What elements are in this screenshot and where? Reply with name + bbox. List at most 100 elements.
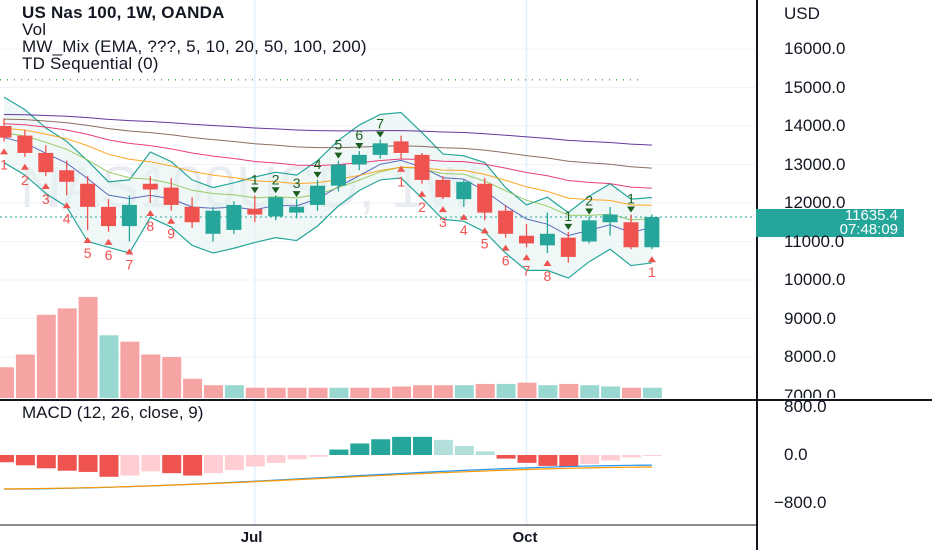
candle-body: [80, 183, 96, 207]
macd-histogram-bar: [538, 455, 558, 466]
ma-line-slow: [3, 113, 652, 146]
volume-bar: [642, 387, 662, 398]
macd-histogram-bar: [559, 455, 579, 467]
td-arrow: [647, 256, 656, 263]
macd-signal-line: [3, 466, 652, 490]
volume-indicator-label[interactable]: Vol: [22, 20, 47, 39]
candle-body: [414, 154, 430, 180]
td-arrow: [397, 165, 406, 172]
price-tick-label: 11000.0: [784, 231, 845, 251]
volume-bar: [622, 387, 641, 398]
macd-histogram-bar: [350, 443, 370, 455]
td-arrow: [62, 202, 71, 209]
volume-bar: [371, 387, 391, 398]
volume-bar: [15, 354, 35, 398]
chart-legend: US Nas 100, 1W, OANDA Vol MW_Mix (EMA, ?…: [22, 4, 367, 72]
volume-bar: [99, 335, 119, 398]
macd-histogram-bar: [413, 436, 432, 455]
macd-histogram-bar: [99, 455, 119, 477]
macd-histogram-bar: [392, 436, 412, 455]
candle-body: [121, 204, 137, 227]
macd-indicator-label[interactable]: MACD (12, 26, close, 9): [22, 403, 204, 422]
td-arrow: [355, 143, 364, 150]
td-arrow: [20, 163, 29, 170]
macd-histogram-bar: [287, 455, 307, 460]
td-arrow: [480, 227, 489, 234]
td-arrow: [501, 244, 510, 251]
td-count-label: 8: [544, 268, 552, 284]
volume-bar: [433, 385, 453, 398]
td-arrow: [271, 187, 280, 194]
candle-body: [435, 179, 451, 198]
td-count-label: 7: [126, 257, 134, 273]
ma-mix-indicator-label[interactable]: MW_Mix (EMA, ???, 5, 10, 20, 50, 100, 20…: [22, 37, 367, 56]
td-count-label: 1: [648, 264, 656, 280]
price-tick-label: 9000.0: [784, 308, 836, 328]
td-count-label: 6: [502, 253, 510, 269]
volume-bar: [245, 387, 265, 398]
time-tick-label: Jul: [240, 529, 263, 546]
candle-body: [268, 197, 284, 217]
volume-bar: [350, 387, 370, 398]
volume-bar: [36, 314, 56, 398]
candle-body: [623, 222, 639, 248]
td-arrow: [250, 187, 259, 194]
price-tick-label: 10000.0: [784, 270, 846, 289]
macd-histogram-bar: [329, 449, 349, 455]
td-count-label: 9: [167, 226, 175, 242]
macd-histogram-bar: [308, 455, 328, 457]
td-count-label: 4: [314, 156, 322, 172]
td-count-label: 2: [418, 199, 426, 215]
macd-histogram-bar: [183, 455, 203, 476]
td-sequential-indicator-label[interactable]: TD Sequential (0): [22, 54, 159, 73]
volume-bar: [78, 296, 98, 398]
volume-bar: [308, 387, 328, 398]
volume-bar: [329, 387, 349, 398]
volume-bar: [538, 385, 558, 398]
candle-body: [184, 206, 200, 223]
volume-bar: [120, 341, 140, 398]
candle-body: [247, 208, 263, 215]
volume-bar: [413, 385, 432, 398]
td-count-label: 2: [272, 171, 280, 187]
current-price-badge: 11635.4 07:48:09: [756, 208, 904, 237]
macd-tick-label: −800.0: [774, 493, 827, 513]
volume-bar: [266, 387, 286, 398]
time-tick-label: Oct: [512, 529, 538, 546]
macd-histogram-bar: [162, 455, 182, 474]
volume-bar: [287, 387, 307, 398]
td-arrow: [0, 148, 8, 155]
macd-histogram-bar: [78, 455, 98, 472]
td-count-label: 5: [84, 245, 92, 261]
macd-histogram-bar: [204, 455, 223, 474]
candle-body: [351, 154, 367, 165]
price-tick-label: 16000.0: [784, 39, 846, 58]
candle-body: [0, 126, 12, 138]
volume-bar: [601, 386, 621, 398]
macd-histogram-bar: [57, 455, 77, 471]
ma-line-3: [3, 127, 652, 206]
macd-histogram-bar: [120, 455, 140, 476]
ma-line-fast: [3, 137, 653, 237]
candle-body: [602, 214, 618, 223]
symbol-title[interactable]: US Nas 100, 1W, OANDA: [22, 3, 225, 22]
td-arrow: [167, 217, 176, 224]
macd-histogram-bar: [245, 455, 265, 467]
td-arrow: [146, 210, 155, 216]
td-count-label: 3: [439, 214, 447, 230]
td-count-label: 4: [460, 222, 468, 238]
upper-band-line: [3, 96, 652, 214]
macd-tick-label: 800.0: [784, 396, 827, 416]
td-arrow: [83, 236, 92, 243]
candle-body: [393, 141, 409, 153]
candle-body: [205, 210, 221, 234]
td-arrow: [459, 213, 468, 220]
price-tick-label: 8000.0: [784, 347, 836, 366]
macd-histogram-bar: [496, 455, 516, 459]
volume-bar: [496, 383, 516, 398]
td-count-label: 5: [481, 235, 489, 251]
macd-histogram-bar: [622, 455, 641, 458]
volume-bar: [559, 383, 579, 398]
volume-bar: [454, 385, 474, 398]
td-count-label: 1: [0, 156, 8, 172]
